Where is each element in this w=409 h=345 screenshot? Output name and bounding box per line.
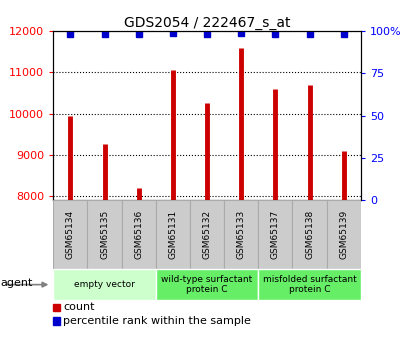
Text: agent: agent [0,278,33,288]
Text: empty vector: empty vector [74,280,135,289]
Bar [121,200,155,269]
Bar [258,269,360,300]
Bar [53,200,87,269]
Text: wild-type surfactant
protein C: wild-type surfactant protein C [161,275,252,294]
Text: GSM65139: GSM65139 [338,210,347,259]
Text: GSM65131: GSM65131 [168,210,177,259]
Bar [224,200,258,269]
Text: misfolded surfactant
protein C: misfolded surfactant protein C [262,275,355,294]
Text: count: count [63,303,94,312]
Title: GDS2054 / 222467_s_at: GDS2054 / 222467_s_at [124,16,290,30]
Text: GSM65132: GSM65132 [202,210,211,259]
Text: GSM65134: GSM65134 [66,210,75,259]
Bar [87,200,121,269]
Text: GSM65136: GSM65136 [134,210,143,259]
Text: GSM65133: GSM65133 [236,210,245,259]
Bar [189,200,224,269]
Bar [326,200,360,269]
Bar [258,200,292,269]
Text: percentile rank within the sample: percentile rank within the sample [63,316,250,326]
Text: GSM65135: GSM65135 [100,210,109,259]
Bar [155,269,258,300]
Bar [292,200,326,269]
Bar [53,269,155,300]
Text: GSM65138: GSM65138 [304,210,313,259]
Bar [155,200,189,269]
Text: GSM65137: GSM65137 [270,210,279,259]
